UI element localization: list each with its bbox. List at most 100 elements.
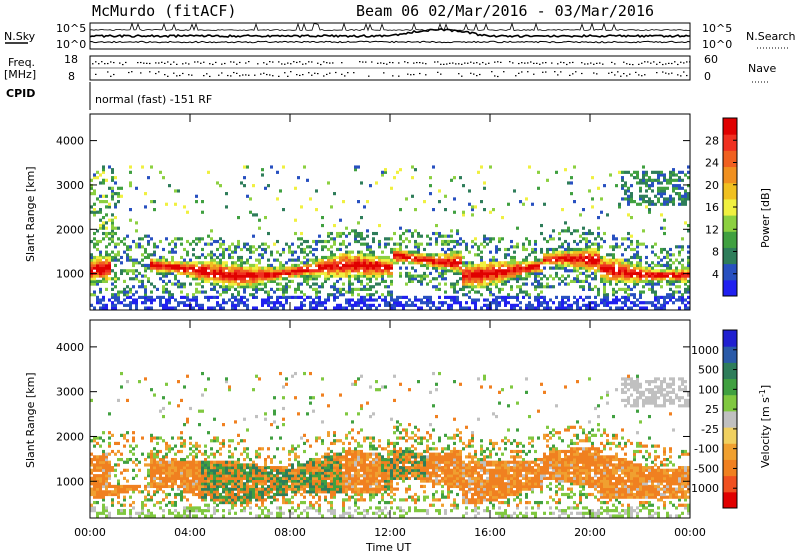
power-cell	[567, 275, 570, 278]
velocity-cell	[105, 453, 108, 456]
freq-dot	[170, 64, 172, 65]
velocity-cell	[111, 434, 114, 437]
power-cell	[108, 237, 111, 240]
velocity-cell	[156, 450, 159, 453]
power-cell	[315, 283, 318, 286]
power-cell	[114, 181, 117, 184]
power-cell	[294, 296, 297, 299]
power-cell	[528, 293, 531, 296]
velocity-cell	[276, 498, 279, 501]
power-cell	[489, 237, 492, 240]
power-cell	[471, 245, 474, 248]
velocity-cell	[297, 461, 300, 464]
beam-date-title: Beam 06 02/Mar/2016 - 03/Mar/2016	[356, 2, 654, 20]
power-cell	[255, 296, 258, 299]
power-cell	[372, 298, 375, 301]
power-cell	[345, 290, 348, 293]
power-cell	[585, 256, 588, 259]
velocity-cell	[144, 514, 147, 517]
power-cell	[276, 171, 279, 174]
power-cell	[159, 240, 162, 243]
velocity-cell	[258, 377, 261, 380]
power-cell	[258, 253, 261, 256]
power-cell	[642, 243, 645, 246]
nave-dot	[203, 75, 205, 76]
power-cell	[573, 240, 576, 243]
velocity-cell	[270, 496, 273, 499]
freq-dot	[518, 63, 520, 64]
freq-dot	[500, 62, 502, 63]
power-cell	[363, 205, 366, 208]
power-cell	[249, 293, 252, 296]
power-cell	[600, 275, 603, 278]
power-cell	[357, 293, 360, 296]
freq-dot	[164, 63, 166, 64]
velocity-cell	[291, 496, 294, 499]
power-cell	[405, 229, 408, 232]
power-cell	[192, 261, 195, 264]
power-cell	[162, 296, 165, 299]
velocity-cell	[255, 450, 258, 453]
freq-dot	[539, 64, 541, 65]
velocity-cell	[282, 418, 285, 421]
power-cell	[459, 277, 462, 280]
velocity-cell	[306, 477, 309, 480]
power-cell	[174, 306, 177, 309]
power-cell	[684, 189, 687, 192]
nave-dot	[470, 73, 472, 74]
velocity-cell	[279, 436, 282, 439]
velocity-cell	[189, 461, 192, 464]
power-cell	[147, 176, 150, 179]
power-cell	[117, 237, 120, 240]
power-cell	[171, 248, 174, 251]
power-cell	[180, 272, 183, 275]
nave-tick-bottom: 0	[704, 70, 711, 83]
power-cell	[150, 283, 153, 286]
velocity-cell	[264, 488, 267, 491]
freq-dot	[584, 63, 586, 64]
velocity-cell	[300, 501, 303, 504]
power-cell	[93, 256, 96, 259]
power-cell	[246, 298, 249, 301]
power-cell	[495, 259, 498, 262]
nave-dot	[461, 76, 463, 77]
power-cell	[552, 285, 555, 288]
velocity-cell	[258, 466, 261, 469]
power-cell	[438, 232, 441, 235]
power-cell	[657, 256, 660, 259]
power-cell	[183, 296, 186, 299]
power-cell	[495, 269, 498, 272]
freq-dot	[416, 62, 418, 63]
nsearch-tick-top: 10^5	[702, 22, 732, 35]
power-cell	[108, 187, 111, 190]
nsky-trace	[90, 24, 690, 43]
power-cell	[438, 288, 441, 291]
power-cell	[540, 269, 543, 272]
velocity-cell	[231, 461, 234, 464]
velocity-cell	[282, 447, 285, 450]
power-cell	[621, 253, 624, 256]
power-cell	[597, 288, 600, 291]
power-cell	[594, 259, 597, 262]
velocity-cell	[264, 506, 267, 509]
velocity-cell	[213, 506, 216, 509]
power-cell	[570, 192, 573, 195]
freq-dot	[623, 62, 625, 63]
velocity-cell	[117, 450, 120, 453]
velocity-cell	[243, 447, 246, 450]
power-cell	[549, 267, 552, 270]
power-cell	[654, 283, 657, 286]
power-cell	[162, 176, 165, 179]
power-cell	[648, 288, 651, 291]
velocity-cell	[189, 453, 192, 456]
power-cell	[525, 248, 528, 251]
velocity-cell	[177, 404, 180, 407]
power-cell	[660, 248, 663, 251]
velocity-cell	[288, 485, 291, 488]
power-cell	[372, 232, 375, 235]
power-cell	[423, 296, 426, 299]
power-cell	[288, 296, 291, 299]
power-cell	[651, 245, 654, 248]
power-cell	[450, 304, 453, 307]
power-cell	[444, 195, 447, 198]
